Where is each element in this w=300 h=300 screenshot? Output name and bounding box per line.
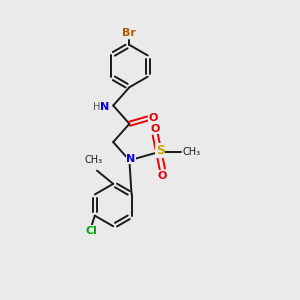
Text: N: N xyxy=(126,154,136,164)
Text: O: O xyxy=(158,171,167,181)
Text: CH₃: CH₃ xyxy=(85,155,103,165)
Text: CH₃: CH₃ xyxy=(182,147,200,157)
Text: O: O xyxy=(149,113,158,124)
Text: H: H xyxy=(93,102,100,112)
Text: Cl: Cl xyxy=(86,226,98,236)
Text: Br: Br xyxy=(122,28,136,38)
Text: S: S xyxy=(156,144,165,157)
Text: N: N xyxy=(100,102,110,112)
Text: O: O xyxy=(151,124,160,134)
